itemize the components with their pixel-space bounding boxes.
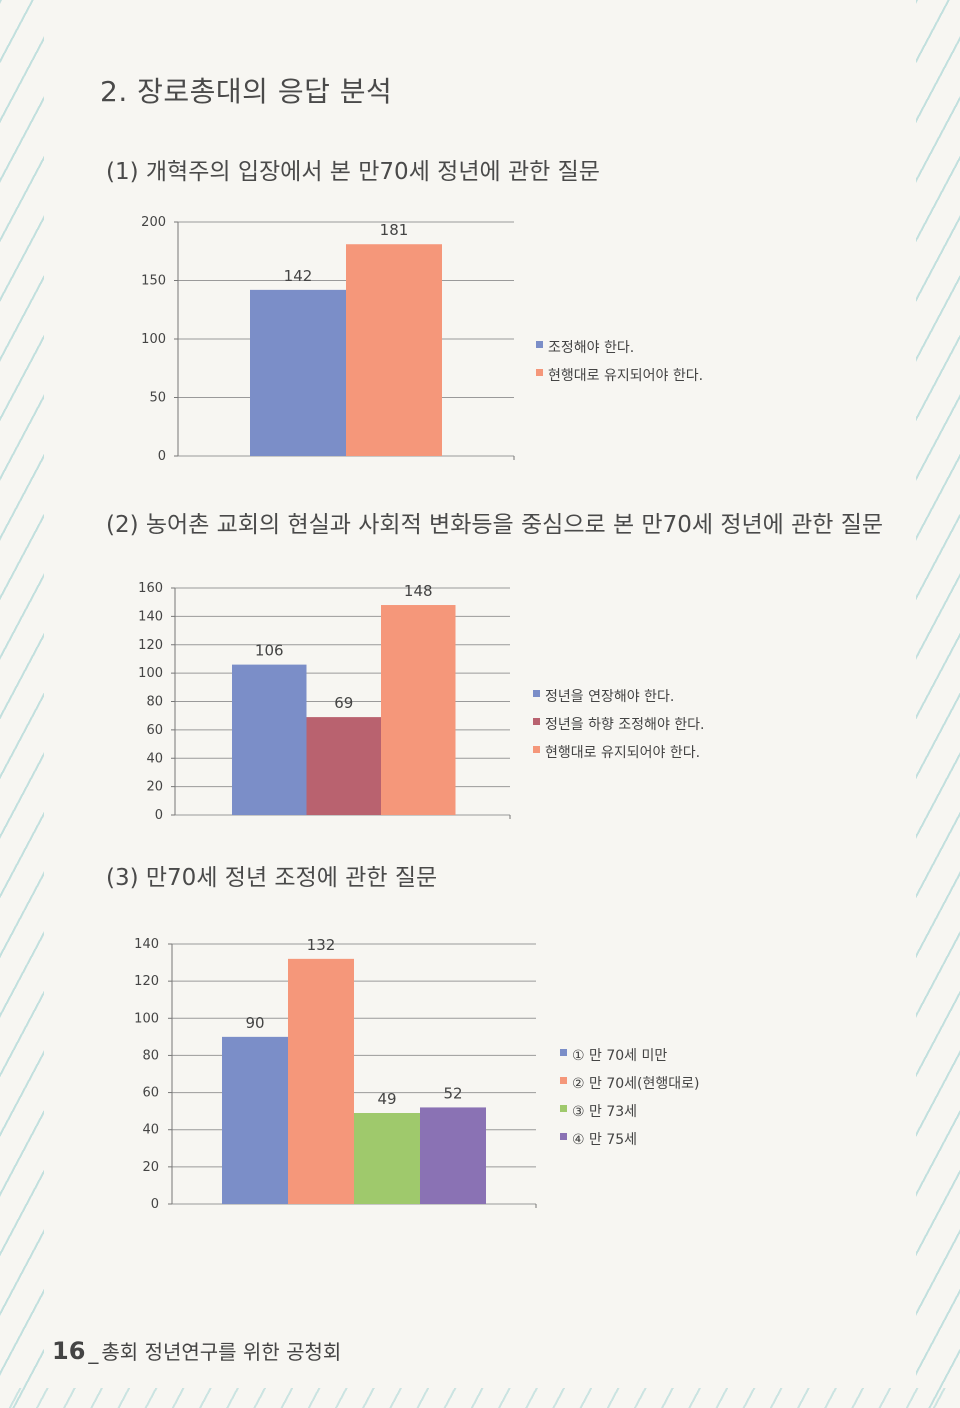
bar: [250, 289, 346, 456]
y-tick-label: 50: [149, 391, 166, 406]
y-tick-label: 80: [142, 1048, 159, 1063]
legend-item: 현행대로 유지되어야 한다.: [536, 361, 703, 389]
legend-label: 현행대로 유지되어야 한다.: [545, 745, 701, 761]
footer-separator: _: [88, 1340, 99, 1364]
data-label: 181: [380, 221, 409, 239]
legend-label: ④ 만 75세: [572, 1132, 638, 1148]
bar: [306, 717, 381, 815]
legend-item: 정년을 연장해야 한다.: [533, 682, 704, 710]
legend-label: 현행대로 유지되어야 한다.: [548, 368, 704, 384]
legend-swatch: [560, 1132, 567, 1140]
y-tick-label: 40: [146, 751, 163, 766]
y-tick-label: 150: [141, 274, 166, 289]
legend-swatch: [533, 717, 540, 725]
y-tick-label: 160: [138, 581, 163, 596]
legend-item: ② 만 70세(현행대로): [560, 1069, 699, 1097]
data-label: 142: [284, 267, 313, 285]
bar: [420, 1107, 486, 1204]
legend-swatch: [533, 689, 540, 697]
bar: [381, 605, 456, 815]
legend-label: 정년을 연장해야 한다.: [545, 689, 675, 705]
data-label: 49: [377, 1090, 396, 1108]
legend-item: 정년을 하향 조정해야 한다.: [533, 710, 704, 738]
page-number: 16: [52, 1337, 86, 1365]
legend-label: 정년을 하향 조정해야 한다.: [545, 717, 705, 733]
y-tick-label: 100: [138, 666, 163, 681]
legend-item: ③ 만 73세: [560, 1097, 699, 1125]
footer-title: 총회 정년연구를 위한 공청회: [101, 1340, 342, 1364]
data-label: 90: [245, 1014, 264, 1032]
legend-swatch: [560, 1076, 567, 1084]
chart-legend: ① 만 70세 미만 ② 만 70세(현행대로) ③ 만 73세 ④ 만 75세: [560, 1041, 699, 1153]
y-tick-label: 200: [141, 215, 166, 230]
section-heading: 2. 장로총대의 응답 분석: [100, 75, 393, 108]
y-tick-label: 0: [158, 449, 166, 464]
y-tick-label: 0: [151, 1197, 159, 1212]
legend-item: 조정해야 한다.: [536, 333, 703, 361]
y-tick-label: 0: [155, 808, 163, 823]
data-label: 148: [404, 582, 433, 600]
y-tick-label: 80: [146, 695, 163, 710]
y-tick-label: 120: [138, 638, 163, 653]
y-tick-label: 140: [134, 937, 159, 952]
legend-item: ④ 만 75세: [560, 1125, 699, 1153]
legend-label: ① 만 70세 미만: [572, 1048, 668, 1064]
data-label: 52: [443, 1084, 462, 1102]
legend-item: ① 만 70세 미만: [560, 1041, 699, 1069]
bar: [222, 1036, 288, 1204]
data-label: 132: [307, 936, 336, 954]
legend-swatch: [536, 340, 543, 348]
chart-legend: 정년을 연장해야 한다. 정년을 하향 조정해야 한다. 현행대로 유지되어야 한다…: [533, 682, 704, 766]
bar: [288, 958, 354, 1204]
y-tick-label: 140: [138, 609, 163, 624]
chart-legend: 조정해야 한다. 현행대로 유지되어야 한다.: [536, 333, 703, 389]
y-tick-label: 100: [134, 1011, 159, 1026]
legend-swatch: [560, 1048, 567, 1056]
chart-2-title: (2) 농어촌 교회의 현실과 사회적 변화등을 중심으로 본 만70세 정년에…: [106, 512, 884, 538]
data-label: 106: [255, 642, 284, 660]
bar: [346, 244, 442, 456]
y-tick-label: 60: [142, 1086, 159, 1101]
page-footer: 16 _ 총회 정년연구를 위한 공청회: [52, 1336, 341, 1365]
legend-label: ② 만 70세(현행대로): [572, 1076, 700, 1092]
chart-1-title: (1) 개혁주의 입장에서 본 만70세 정년에 관한 질문: [106, 159, 600, 185]
y-tick-label: 60: [146, 723, 163, 738]
legend-swatch: [536, 368, 543, 376]
legend-label: 조정해야 한다.: [548, 340, 635, 356]
legend-item: 현행대로 유지되어야 한다.: [533, 738, 704, 766]
y-tick-label: 20: [146, 780, 163, 795]
legend-swatch: [560, 1104, 567, 1112]
y-tick-label: 100: [141, 332, 166, 347]
chart-3-title: (3) 만70세 정년 조정에 관한 질문: [106, 865, 438, 891]
y-tick-label: 120: [134, 974, 159, 989]
y-tick-label: 20: [142, 1160, 159, 1175]
legend-swatch: [533, 745, 540, 753]
y-tick-label: 40: [142, 1123, 159, 1138]
legend-label: ③ 만 73세: [572, 1104, 638, 1120]
data-label: 69: [334, 694, 353, 712]
bar: [354, 1113, 420, 1204]
bar: [232, 664, 307, 815]
